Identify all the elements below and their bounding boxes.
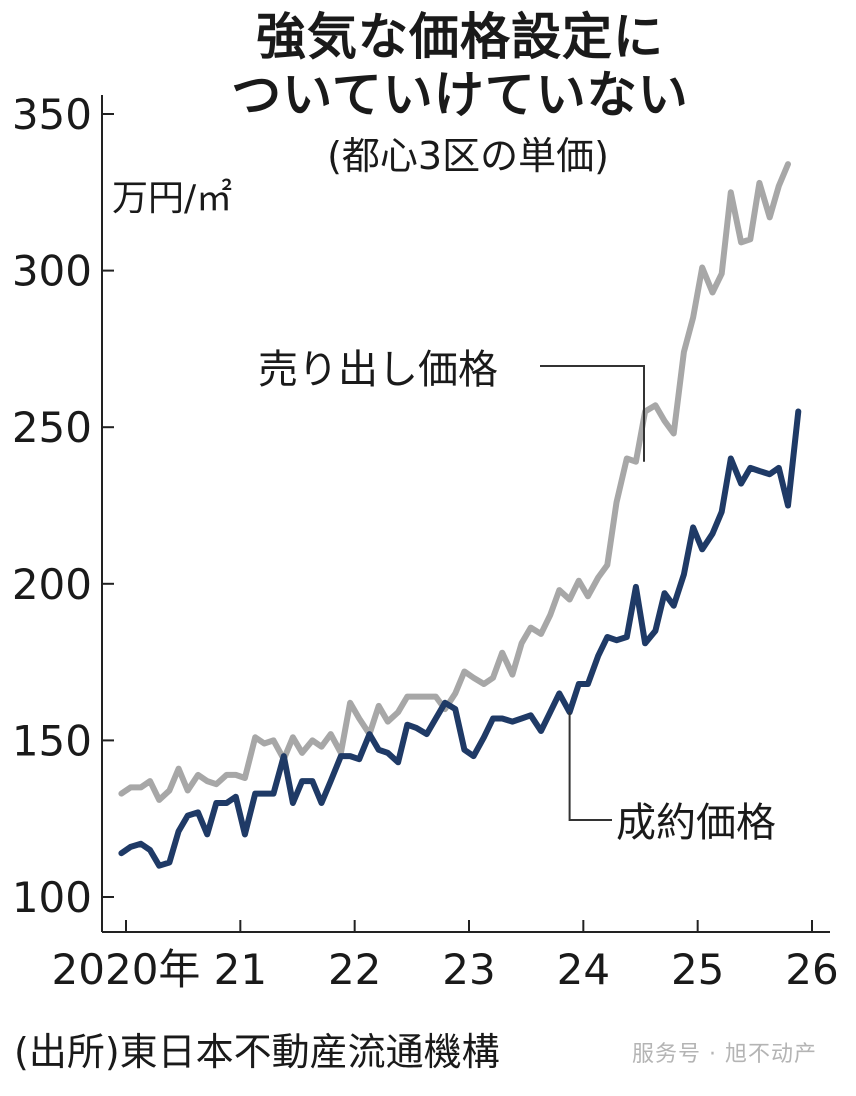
chart-subtitle: (都心3区の単価) (327, 134, 609, 178)
chart-title-line-2: ついていけていない (231, 66, 689, 124)
chart-axes: 100 150 200 250 300 350 2020年 21 22 23 24 25 26 (12, 90, 839, 994)
leader-line-asking-price (540, 365, 645, 462)
chart-title-line-1: 強気な価格設定に (256, 8, 664, 66)
x-tick-label: 26 (785, 945, 838, 994)
x-tick-label: 23 (442, 945, 495, 994)
series-label-asking-price: 売り出し価格 (258, 347, 498, 393)
x-tick-label: 22 (328, 945, 381, 994)
x-tick-label: 21 (214, 945, 267, 994)
asking-price-line (118, 161, 791, 803)
y-tick-label: 250 (12, 403, 92, 452)
y-tick-label: 300 (12, 247, 92, 296)
y-tick-label: 150 (12, 716, 92, 765)
line-chart: 100 150 200 250 300 350 2020年 21 22 23 24 25 26 売り出し… (12, 90, 839, 994)
watermark-text: 服务号 · 旭不动产 (632, 1042, 817, 1067)
x-tick-label: 24 (557, 945, 610, 994)
leader-line-contract-price (568, 712, 612, 821)
series-label-contract-price: 成約価格 (616, 800, 776, 846)
x-tick-label: 25 (671, 945, 724, 994)
y-axis-unit-label: 万円/㎡ (112, 178, 233, 219)
x-tick-label: 2020年 (52, 945, 201, 994)
y-tick-label: 100 (12, 873, 92, 922)
source-note: (出所)東日本不動産流通機構 (14, 1030, 500, 1074)
contract-price-line (118, 408, 802, 869)
y-tick-label: 200 (12, 560, 92, 609)
series-lines (118, 161, 802, 869)
y-tick-label: 350 (12, 90, 92, 139)
